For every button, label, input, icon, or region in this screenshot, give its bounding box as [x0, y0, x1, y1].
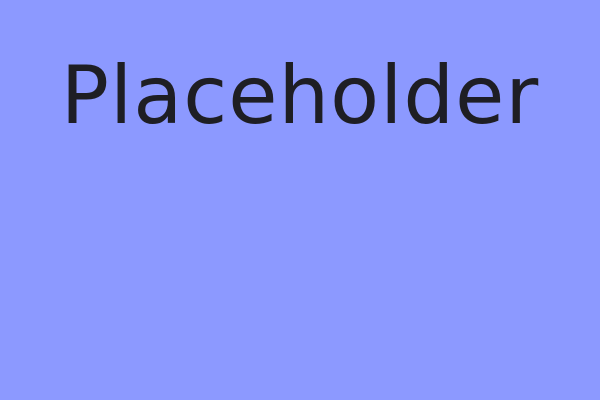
- placeholder-text: Placeholder: [60, 49, 540, 142]
